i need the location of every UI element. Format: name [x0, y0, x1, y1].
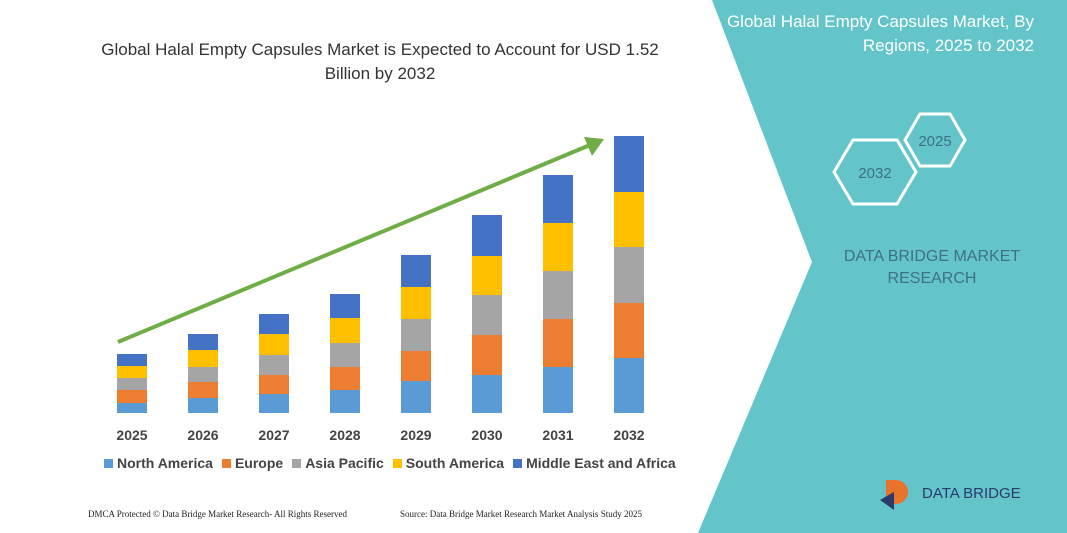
- hexagon-label: 2025: [918, 133, 951, 150]
- side-title: Global Halal Empty Capsules Market, By R…: [726, 12, 1034, 55]
- bar-segment: [401, 287, 431, 319]
- bar-segment: [401, 319, 431, 351]
- bar-segment: [472, 375, 502, 413]
- bar-segment: [330, 390, 360, 413]
- legend-swatch: [221, 458, 231, 468]
- bar-segment: [117, 366, 147, 378]
- legend-label: Middle East and Africa: [526, 455, 676, 471]
- bar-segment: [188, 350, 218, 367]
- arrow-head: [584, 137, 604, 156]
- chart-title: Global Halal Empty Capsules Market is Ex…: [101, 40, 659, 83]
- x-tick-label: 2027: [258, 427, 289, 443]
- logo-text: DATA BRIDGE: [922, 485, 1021, 502]
- bar-segment: [330, 294, 360, 318]
- hexagon: [832, 138, 918, 206]
- legend-item: Europe: [221, 455, 284, 471]
- bar-segment: [401, 381, 431, 413]
- bar-segment: [401, 351, 431, 381]
- bar-segment: [188, 382, 218, 398]
- bar-segment: [330, 367, 360, 390]
- logo-mark: [880, 492, 894, 510]
- bar-segment: [472, 215, 502, 256]
- bar-segment: [614, 136, 644, 192]
- legend-item: South America: [392, 455, 505, 471]
- bar-segment: [259, 394, 289, 413]
- bar-segment: [117, 354, 147, 366]
- footer-right: Source: Data Bridge Market Research Mark…: [400, 509, 642, 519]
- footer-left: DMCA Protected © Data Bridge Market Rese…: [88, 509, 348, 519]
- bar-segment: [117, 403, 147, 413]
- bar-segment: [330, 318, 360, 343]
- legend-item: Middle East and Africa: [513, 455, 676, 471]
- bar-segment: [401, 255, 431, 287]
- bar-segment: [188, 398, 218, 413]
- bar-segment: [117, 378, 147, 390]
- x-tick-label: 2031: [542, 427, 573, 443]
- bar-segment: [117, 390, 147, 403]
- bar-segment: [188, 334, 218, 350]
- x-tick-label: 2025: [116, 427, 147, 443]
- bar-segment: [543, 223, 573, 271]
- hexagon: [903, 112, 967, 168]
- bar-segment: [614, 247, 644, 303]
- x-tick-label: 2029: [400, 427, 431, 443]
- bar-segment: [543, 271, 573, 319]
- legend-label: North America: [117, 455, 213, 471]
- bar-segment: [259, 375, 289, 394]
- legend-item: Asia Pacific: [292, 455, 384, 471]
- x-tick-label: 2030: [471, 427, 502, 443]
- bar-segment: [543, 367, 573, 413]
- bar-segment: [543, 175, 573, 223]
- bar-segment: [614, 303, 644, 358]
- bar-segment: [259, 355, 289, 375]
- bar-segment: [543, 319, 573, 367]
- x-tick-label: 2032: [613, 427, 644, 443]
- legend-label: Europe: [234, 455, 284, 471]
- bar-segment: [614, 192, 644, 247]
- bar-segment: [188, 367, 218, 382]
- side-panel-bg: [698, 0, 1067, 533]
- legend: North America Europe Asia Pacific South Ame…: [104, 455, 676, 471]
- brand: DATA BRIDGE MARKET RESEARCH: [843, 248, 1021, 287]
- legend-swatch: [292, 458, 302, 468]
- hexagon-label: 2032: [858, 165, 891, 182]
- bar-segment: [614, 358, 644, 413]
- legend-swatch: [104, 458, 113, 468]
- legend-item: North America: [104, 455, 213, 471]
- bar-segment: [472, 295, 502, 335]
- bar-segment: [259, 314, 289, 334]
- bars: 2025 2026 2027 2028 2029 2030 2031 2032: [116, 136, 645, 443]
- bar-segment: [472, 335, 502, 375]
- bar-segment: [472, 256, 502, 295]
- x-tick-label: 2026: [187, 427, 218, 443]
- bar-segment: [330, 343, 360, 367]
- x-tick-label: 2028: [329, 427, 360, 443]
- legend-label: South America: [405, 455, 505, 471]
- legend-label: Asia Pacific: [305, 455, 384, 471]
- legend-swatch: [513, 458, 523, 468]
- legend-swatch: [392, 458, 402, 468]
- trend-arrow: [117, 143, 591, 344]
- bar-segment: [259, 334, 289, 355]
